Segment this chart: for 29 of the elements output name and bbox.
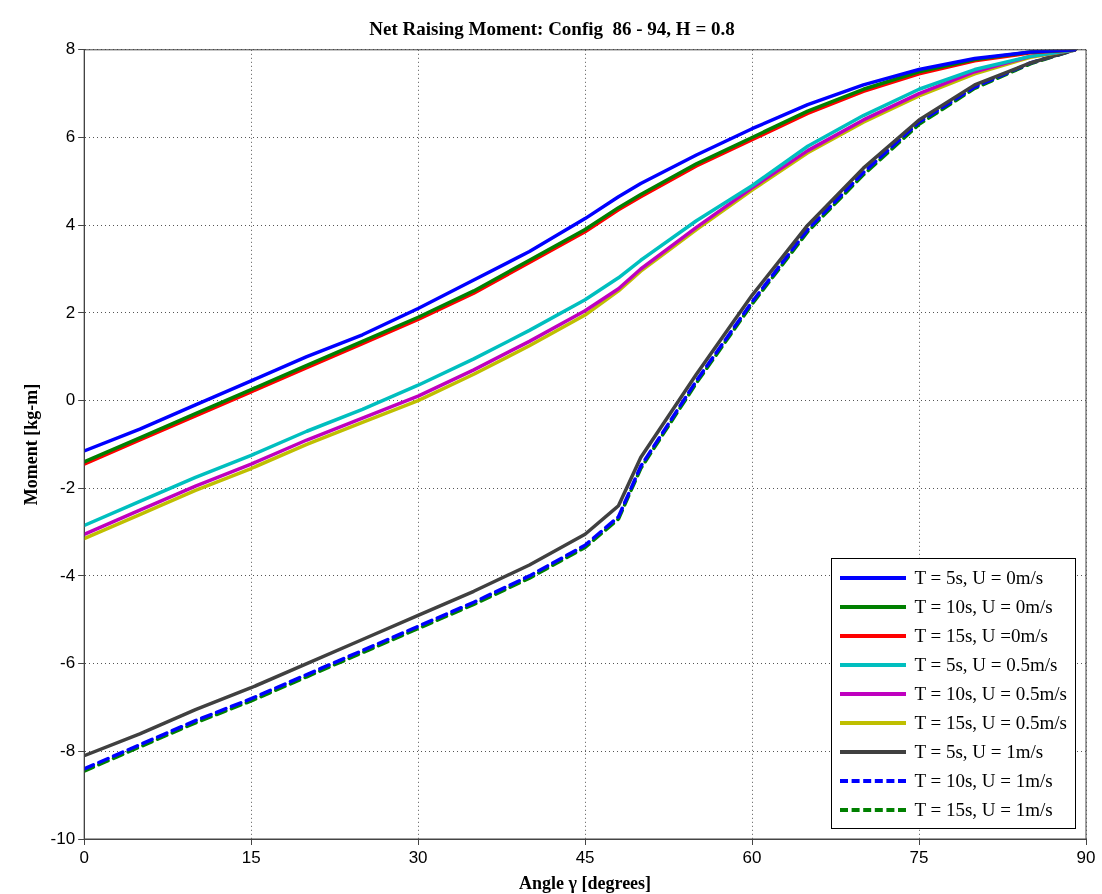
legend-label: T = 15s, U =0m/s [914, 624, 1048, 647]
y-tick-label: -6 [60, 653, 76, 673]
x-tick-label: 15 [241, 847, 261, 867]
y-tick-label: 0 [65, 390, 76, 410]
x-tick-label: 75 [909, 847, 929, 867]
y-tick-label: -10 [50, 828, 76, 848]
legend-label: T = 15s, U = 0.5m/s [914, 711, 1067, 734]
x-tick-label: 30 [408, 847, 428, 867]
y-tick-label: -4 [60, 565, 76, 585]
legend-label: T = 15s, U = 1m/s [914, 798, 1053, 821]
legend-label: T = 5s, U = 0m/s [914, 566, 1044, 589]
legend-label: T = 5s, U = 0.5m/s [914, 653, 1058, 676]
x-tick-label: 0 [79, 847, 89, 867]
y-tick-label: -8 [60, 741, 76, 760]
legend-label: T = 10s, U = 0m/s [914, 595, 1053, 618]
y-tick-label: 8 [65, 39, 76, 59]
y-tick-label: 6 [65, 127, 76, 147]
x-tick-label: 90 [1076, 847, 1096, 867]
chart-title: Net Raising Moment: Config 86 - 94, H = 0.8 [369, 18, 735, 40]
legend-label: T = 5s, U = 1m/s [914, 740, 1044, 763]
y-tick-label: 2 [65, 302, 76, 322]
y-tick-label: -2 [60, 477, 76, 497]
x-axis-title: Angle γ [degrees] [519, 872, 652, 893]
x-tick-label: 45 [575, 847, 595, 867]
legend-label: T = 10s, U = 1m/s [914, 769, 1053, 792]
y-axis-title: Moment [kg-m] [21, 383, 42, 506]
y-tick-label: 4 [65, 214, 76, 234]
x-tick-label: 60 [742, 847, 762, 867]
legend-label: T = 10s, U = 0.5m/s [914, 682, 1067, 705]
